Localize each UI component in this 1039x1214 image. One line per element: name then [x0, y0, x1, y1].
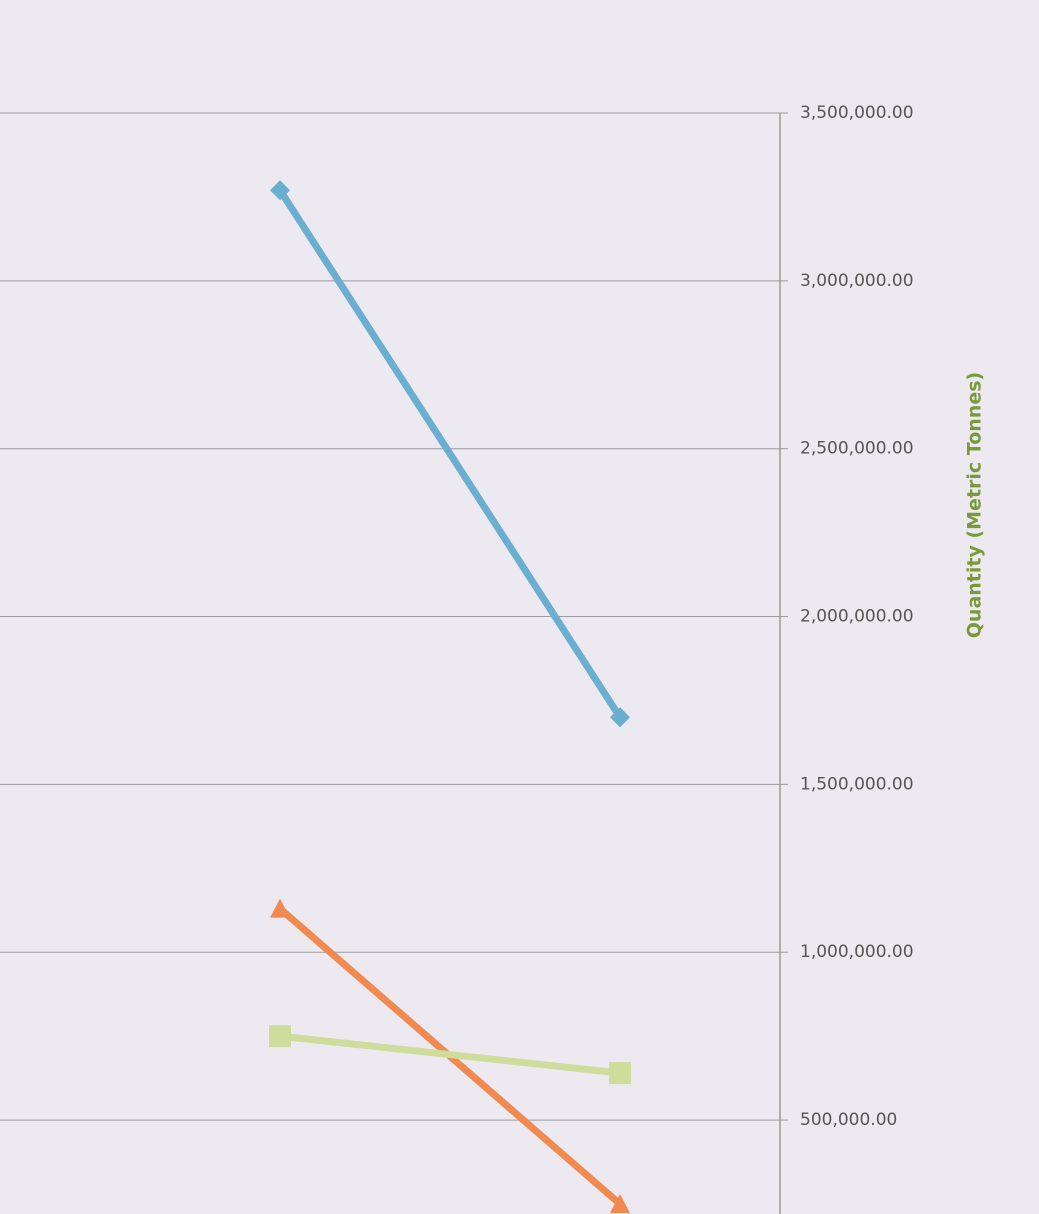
y-tick-label: 1,000,000.00 — [800, 942, 914, 962]
y-tick-label: 2,500,000.00 — [800, 439, 914, 459]
marker — [270, 898, 290, 918]
marker — [269, 1025, 291, 1048]
marker — [609, 1062, 631, 1085]
marker — [270, 180, 290, 201]
series-line — [279, 1032, 621, 1077]
series-line — [277, 188, 623, 720]
marker — [610, 707, 630, 728]
y-tick-label: 3,500,000.00 — [800, 103, 914, 123]
y-axis-title: Quantity (Metric Tonnes) — [964, 372, 986, 638]
marker — [610, 1194, 630, 1213]
y-tick-label: 2,000,000.00 — [800, 607, 914, 627]
y-tick-label: 1,500,000.00 — [800, 774, 914, 794]
y-tick-label: 500,000.00 — [800, 1110, 897, 1130]
y-tick-label: 3,000,000.00 — [800, 271, 914, 291]
